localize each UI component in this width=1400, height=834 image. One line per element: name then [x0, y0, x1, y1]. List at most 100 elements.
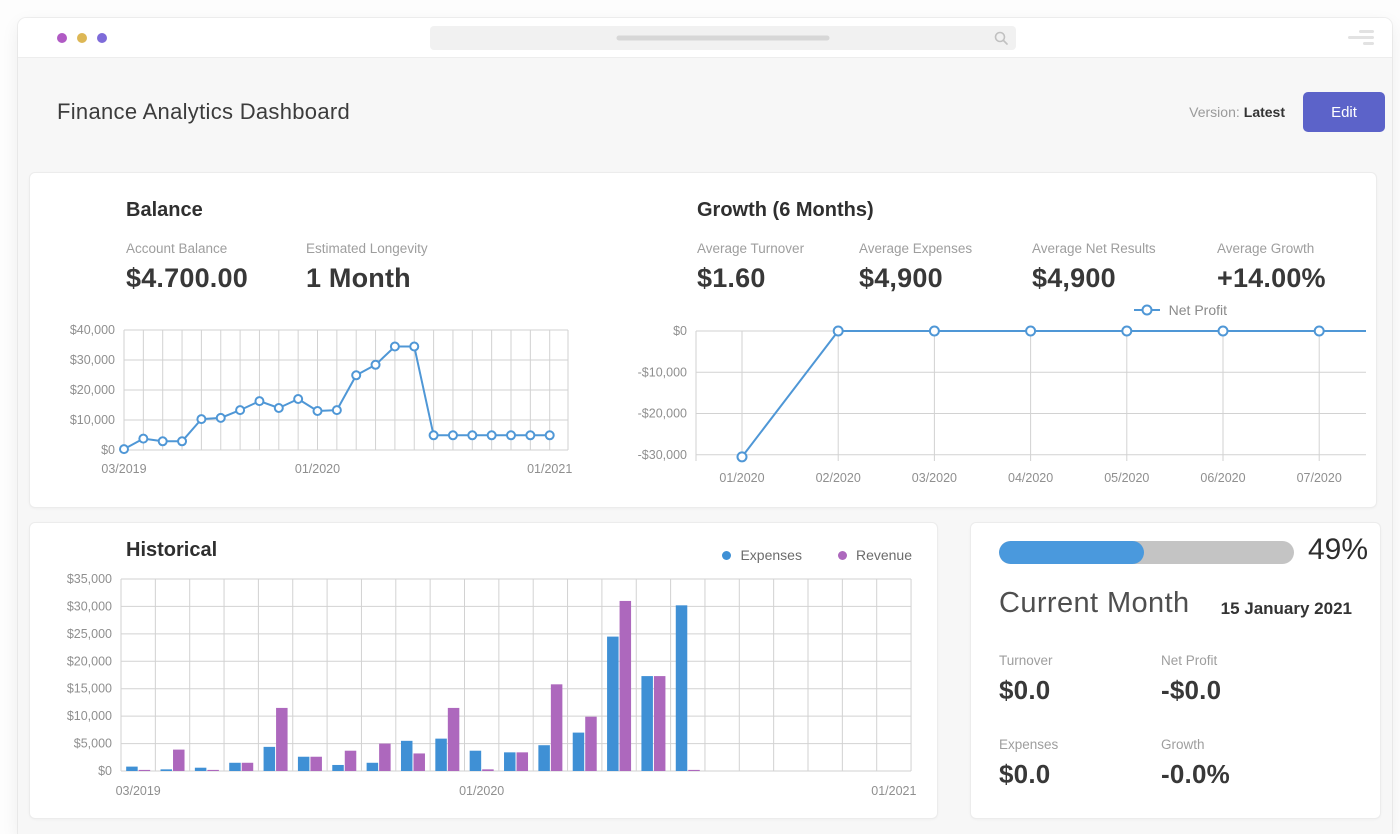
legend-item-expenses: Expenses: [722, 547, 802, 563]
stat-label: Average Net Results: [1032, 241, 1156, 256]
balance-section: Balance Account Balance $4.700.00 Estima…: [30, 173, 621, 507]
app-window: Finance Analytics Dashboard Version: Late…: [18, 18, 1392, 834]
page-header: Finance Analytics Dashboard Version: Late…: [57, 82, 1385, 142]
stat-label: Turnover: [999, 653, 1053, 668]
stat-value: $1.60: [697, 263, 766, 293]
search-input[interactable]: [430, 26, 1016, 50]
stat-account-balance: Account Balance $4.700.00: [126, 241, 306, 294]
version-label: Version:: [1189, 104, 1240, 120]
svg-text:$35,000: $35,000: [67, 572, 112, 586]
dashboard-content: Finance Analytics Dashboard Version: Late…: [18, 58, 1392, 834]
svg-text:04/2020: 04/2020: [1008, 471, 1053, 485]
svg-text:07/2020: 07/2020: [1297, 471, 1342, 485]
stat-value: $4,900: [1032, 263, 1116, 293]
svg-text:03/2020: 03/2020: [912, 471, 957, 485]
search-icon[interactable]: [993, 30, 1009, 46]
svg-text:$25,000: $25,000: [67, 627, 112, 641]
window-control-close[interactable]: [57, 33, 67, 43]
svg-text:$0: $0: [101, 443, 115, 457]
balance-chart: $0 $10,000 $20,000 $30,000 $40,000 03/2019 01/…: [70, 323, 573, 476]
stat-label: Average Turnover: [697, 241, 805, 256]
balance-title: Balance: [126, 199, 203, 221]
stat-value: -$0.0: [1161, 675, 1222, 705]
net-profit-legend: Net Profit: [1133, 302, 1227, 318]
stat-label: Average Expenses: [859, 241, 973, 256]
search-placeholder-bar: [616, 35, 830, 41]
progress-fill: [999, 541, 1144, 564]
progress-percent: 49%: [1308, 533, 1369, 566]
historical-card: Historical Expenses Revenue $0 $5,000 $10,…: [29, 522, 938, 819]
current-month-card: 49% Current Month 15 January 2021 Turnov…: [970, 522, 1381, 819]
stat-value: -0.0%: [1161, 759, 1230, 789]
menu-icon[interactable]: [1346, 30, 1374, 45]
svg-text:01/2020: 01/2020: [459, 784, 504, 798]
stat-turnover: Turnover $0.0: [999, 653, 1159, 706]
current-month-title: Current Month: [999, 587, 1190, 619]
growth-section: Growth (6 Months) Average Turnover $1.60…: [621, 173, 1373, 507]
current-month-date: 15 January 2021: [1220, 599, 1352, 618]
historical-title: Historical: [126, 539, 218, 561]
stat-average-expenses: Average Expenses $4,900: [859, 241, 1032, 294]
stat-value: $4.700.00: [126, 263, 248, 293]
svg-text:$10,000: $10,000: [67, 709, 112, 723]
window-control-maximize[interactable]: [97, 33, 107, 43]
stat-value: $0.0: [999, 759, 1051, 789]
window-controls: [57, 33, 107, 43]
legend-item-revenue: Revenue: [837, 547, 912, 563]
svg-text:$30,000: $30,000: [70, 353, 115, 367]
version-info: Version: Latest: [1189, 104, 1285, 120]
svg-text:-$20,000: -$20,000: [638, 407, 687, 421]
stat-label: Average Growth: [1217, 241, 1315, 256]
legend-label: Revenue: [855, 547, 912, 563]
svg-text:$20,000: $20,000: [67, 654, 112, 668]
stat-average-turnover: Average Turnover $1.60: [697, 241, 859, 294]
net-profit-legend-label: Net Profit: [1168, 302, 1227, 318]
stat-value: 1 Month: [306, 263, 411, 293]
stat-average-net-results: Average Net Results $4,900: [1032, 241, 1217, 294]
svg-text:$0: $0: [98, 764, 112, 778]
balance-growth-card: Balance Account Balance $4.700.00 Estima…: [29, 172, 1377, 508]
stat-net-profit: Net Profit -$0.0: [1161, 653, 1321, 706]
progress-bar: [999, 541, 1294, 564]
historical-chart: $0 $5,000 $10,000 $15,000 $20,000 $25,000 $30,…: [67, 572, 917, 798]
stat-value: +14.00%: [1217, 263, 1326, 293]
svg-text:$5,000: $5,000: [74, 737, 112, 751]
svg-text:01/2020: 01/2020: [719, 471, 764, 485]
svg-text:01/2021: 01/2021: [527, 462, 572, 476]
svg-text:$30,000: $30,000: [67, 599, 112, 613]
stat-label: Growth: [1161, 737, 1205, 752]
svg-text:$40,000: $40,000: [70, 323, 115, 337]
svg-text:01/2020: 01/2020: [295, 462, 340, 476]
svg-text:$15,000: $15,000: [67, 682, 112, 696]
svg-text:$20,000: $20,000: [70, 383, 115, 397]
stat-estimated-longevity: Estimated Longevity 1 Month: [306, 241, 428, 294]
growth-title: Growth (6 Months): [697, 199, 874, 221]
svg-text:03/2019: 03/2019: [116, 784, 161, 798]
line-marker-icon: [1133, 304, 1160, 316]
stat-label: Net Profit: [1161, 653, 1218, 668]
window-control-minimize[interactable]: [77, 33, 87, 43]
stat-value: $4,900: [859, 263, 943, 293]
window-titlebar: [18, 18, 1392, 58]
stat-expenses: Expenses $0.0: [999, 737, 1159, 790]
page-title: Finance Analytics Dashboard: [57, 99, 351, 124]
edit-button[interactable]: Edit: [1303, 92, 1385, 132]
svg-text:05/2020: 05/2020: [1104, 471, 1149, 485]
svg-text:03/2019: 03/2019: [101, 462, 146, 476]
revenue-dot-icon: [837, 550, 847, 560]
svg-text:02/2020: 02/2020: [816, 471, 861, 485]
legend-label: Expenses: [740, 547, 802, 563]
expenses-dot-icon: [722, 550, 732, 560]
svg-text:-$30,000: -$30,000: [638, 448, 687, 462]
historical-legend: Expenses Revenue: [722, 547, 912, 563]
stat-label: Estimated Longevity: [306, 241, 428, 256]
svg-text:$0: $0: [673, 324, 687, 338]
stat-label: Account Balance: [126, 241, 228, 256]
growth-chart: $0 -$10,000 -$20,000 -$30,000 01/2020 02/2020…: [638, 324, 1366, 485]
svg-text:06/2020: 06/2020: [1200, 471, 1245, 485]
svg-text:-$10,000: -$10,000: [638, 365, 687, 379]
svg-text:01/2021: 01/2021: [871, 784, 916, 798]
stat-label: Expenses: [999, 737, 1059, 752]
version-value: Latest: [1243, 104, 1285, 120]
stat-growth: Growth -0.0%: [1161, 737, 1321, 790]
